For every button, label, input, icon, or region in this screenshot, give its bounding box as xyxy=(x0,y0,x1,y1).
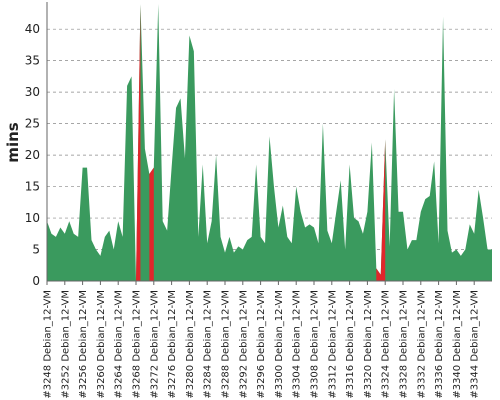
x-tick-label: #3312 Debian_12-VM xyxy=(327,290,338,399)
y-tick-label: 30 xyxy=(25,85,40,99)
y-tick-label: 0 xyxy=(32,274,40,288)
x-tick-label: #3288 Debian_12-VM xyxy=(221,290,232,399)
x-tick-label: #3252 Debian_12-VM xyxy=(60,290,71,399)
x-tick-label: #3328 Debian_12-VM xyxy=(399,290,410,399)
x-tick-label: #3256 Debian_12-VM xyxy=(78,290,89,399)
x-tick-label: #3268 Debian_12-VM xyxy=(132,290,143,399)
passed-build-area xyxy=(47,4,492,281)
y-tick-label: 20 xyxy=(25,148,40,162)
area-layer xyxy=(47,4,492,281)
x-tick-label: #3276 Debian_12-VM xyxy=(167,290,178,399)
x-tick-label: #3280 Debian_12-VM xyxy=(185,290,196,399)
x-tick-label: #3340 Debian_12-VM xyxy=(452,290,463,399)
y-tick-label: 15 xyxy=(25,180,40,194)
x-tick-label: #3344 Debian_12-VM xyxy=(470,290,481,399)
y-tick-label: 5 xyxy=(32,243,40,257)
x-tick-label: #3292 Debian_12-VM xyxy=(238,290,249,399)
failed-build-area xyxy=(149,167,154,281)
y-tick-labels: 0 5 10 15 20 25 30 35 40 xyxy=(25,22,40,288)
x-tick-label: #3316 Debian_12-VM xyxy=(345,290,356,399)
failed-build-area xyxy=(376,139,386,281)
x-tick-label: #3272 Debian_12-VM xyxy=(149,290,160,399)
x-tick-label: #3296 Debian_12-VM xyxy=(256,290,267,399)
x-tick-label: #3320 Debian_12-VM xyxy=(363,290,374,399)
axis-layer xyxy=(46,2,492,285)
x-tick-label: #3260 Debian_12-VM xyxy=(96,290,107,399)
x-tick-label: #3300 Debian_12-VM xyxy=(274,290,285,399)
x-tick-label: #3284 Debian_12-VM xyxy=(203,290,214,399)
x-tick-label: #3308 Debian_12-VM xyxy=(310,290,321,399)
x-tick-label: #3332 Debian_12-VM xyxy=(416,290,427,399)
y-tick-label: 25 xyxy=(25,117,40,131)
x-tick-label: #3336 Debian_12-VM xyxy=(434,290,445,399)
x-tick-label: #3324 Debian_12-VM xyxy=(381,290,392,399)
failed-build-area xyxy=(136,4,141,281)
y-tick-label: 35 xyxy=(25,54,40,68)
x-tick-label: #3264 Debian_12-VM xyxy=(114,290,125,399)
x-tick-label: #3248 Debian_12-VM xyxy=(43,290,54,399)
x-tick-label: #3304 Debian_12-VM xyxy=(292,290,303,399)
y-tick-label: 40 xyxy=(25,22,40,36)
x-tick-labels: #3248 Debian_12-VM #3252 Debian_12-VM #325… xyxy=(43,290,481,399)
y-tick-label: 10 xyxy=(25,211,40,225)
y-axis-label: mins xyxy=(4,122,22,162)
